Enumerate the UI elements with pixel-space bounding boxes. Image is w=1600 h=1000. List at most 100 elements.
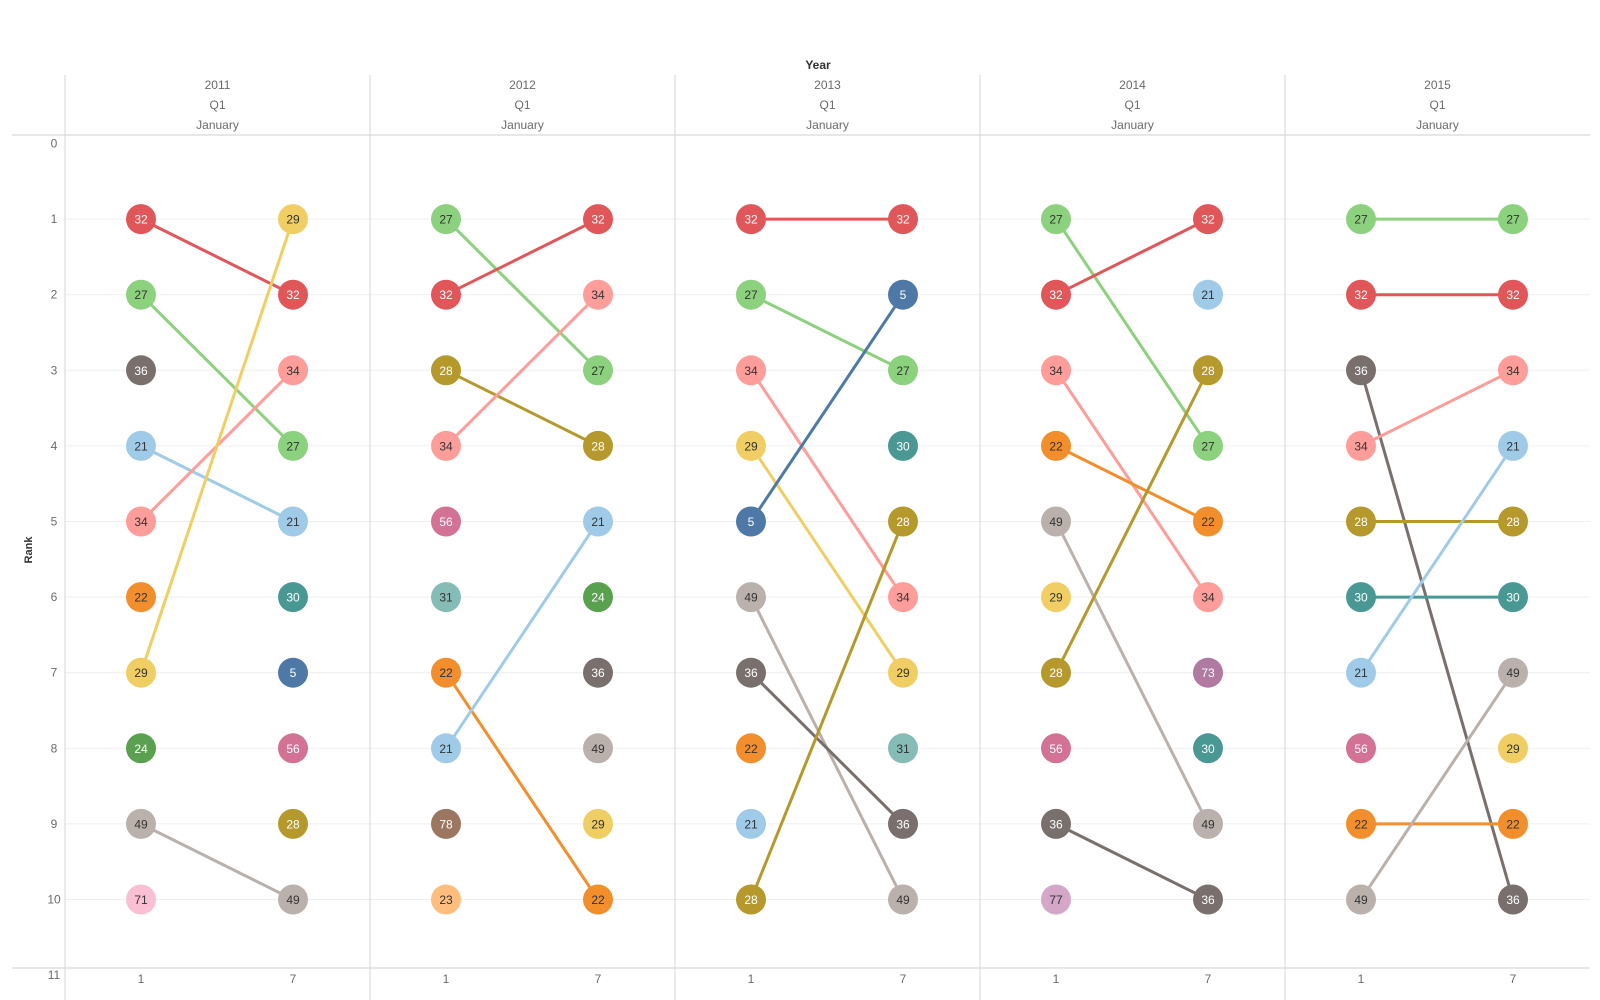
rank-bubble bbox=[1498, 808, 1528, 839]
rank-bubble bbox=[1498, 430, 1528, 461]
bubble-label: 32 bbox=[134, 213, 148, 227]
rank-bubble bbox=[278, 733, 308, 764]
y-axis-title: Rank bbox=[23, 536, 35, 564]
rank-bubble bbox=[736, 506, 766, 537]
rank-bubble bbox=[1193, 657, 1223, 688]
bubble-label: 30 bbox=[286, 591, 300, 605]
bubble-label: 21 bbox=[439, 742, 453, 756]
rank-bubble bbox=[431, 733, 461, 764]
bubble-label: 32 bbox=[286, 288, 300, 302]
rank-bubble bbox=[126, 204, 156, 235]
rank-bubble bbox=[278, 506, 308, 537]
bubble-label: 34 bbox=[1201, 591, 1215, 605]
bubble-label: 49 bbox=[1201, 817, 1215, 831]
bubble-label: 32 bbox=[744, 213, 758, 227]
rank-bubble bbox=[1041, 884, 1071, 915]
bubble-label: 21 bbox=[591, 515, 605, 529]
rank-bubble bbox=[736, 733, 766, 764]
rank-bubble bbox=[278, 355, 308, 386]
bubble-label: 27 bbox=[1506, 213, 1520, 227]
panel-header-quarter: Q1 bbox=[209, 98, 225, 112]
bubble-label: 32 bbox=[1049, 288, 1063, 302]
rank-bubble bbox=[1346, 733, 1376, 764]
rank-bubble bbox=[1193, 506, 1223, 537]
bubble-label: 30 bbox=[896, 439, 910, 453]
series-line-34 bbox=[749, 369, 905, 598]
bubble-label: 27 bbox=[1049, 213, 1063, 227]
panel-header-year: 2011 bbox=[205, 78, 231, 92]
series-line-36 bbox=[749, 671, 905, 825]
bubble-label: 29 bbox=[744, 439, 758, 453]
bubble-label: 56 bbox=[286, 742, 300, 756]
bubble-label: 31 bbox=[439, 591, 453, 605]
rank-bubble bbox=[1193, 808, 1223, 839]
rank-bubble bbox=[1498, 657, 1528, 688]
x-tick-label: 7 bbox=[290, 972, 297, 986]
bubble-label: 22 bbox=[1201, 515, 1215, 529]
x-tick-label: 1 bbox=[748, 972, 755, 986]
bubble-label: 5 bbox=[748, 515, 755, 529]
y-tick-label: 3 bbox=[51, 363, 58, 377]
header-title: Year bbox=[805, 58, 831, 72]
x-tick-label: 1 bbox=[138, 972, 145, 986]
rank-bubble bbox=[431, 808, 461, 839]
rank-bubble bbox=[1498, 582, 1528, 613]
bubble-label: 29 bbox=[134, 666, 148, 680]
bubble-label: 56 bbox=[1049, 742, 1063, 756]
rank-bubble bbox=[1346, 204, 1376, 235]
rank-bubble bbox=[583, 506, 613, 537]
header-layer: Year 2011 Q1 January 1 7 2012 Q1 January 1 7 2013 Q… bbox=[138, 58, 1517, 986]
bubble-label: 22 bbox=[1049, 439, 1063, 453]
series-line-32 bbox=[1055, 217, 1209, 297]
panel-header-month: January bbox=[1111, 118, 1154, 132]
series-line-49 bbox=[1054, 520, 1210, 825]
rank-bubble bbox=[583, 733, 613, 764]
rank-bubble bbox=[1346, 279, 1376, 310]
bubble-label: 49 bbox=[744, 591, 758, 605]
x-tick-label: 7 bbox=[1510, 972, 1517, 986]
rank-bubble bbox=[278, 430, 308, 461]
panel-header-quarter: Q1 bbox=[819, 98, 835, 112]
rank-bubble bbox=[1041, 355, 1071, 386]
rank-bubble bbox=[888, 355, 918, 386]
bubble-label: 31 bbox=[896, 742, 910, 756]
bubble-label: 32 bbox=[591, 213, 605, 227]
bubble-label: 36 bbox=[1049, 817, 1063, 831]
panel-header-quarter: Q1 bbox=[1429, 98, 1445, 112]
rank-bubble bbox=[1041, 430, 1071, 461]
panel-header-month: January bbox=[806, 118, 849, 132]
bubble-label: 32 bbox=[439, 288, 453, 302]
y-tick-label: 9 bbox=[51, 817, 58, 831]
panel-header-year: 2012 bbox=[509, 78, 536, 92]
frame-layer bbox=[12, 75, 1590, 1000]
rank-bubble bbox=[1193, 204, 1223, 235]
rank-bubble bbox=[1041, 582, 1071, 613]
x-tick-label: 1 bbox=[1053, 972, 1060, 986]
y-tick-label: 4 bbox=[51, 439, 58, 453]
bubble-label: 28 bbox=[1506, 515, 1520, 529]
rank-bubble bbox=[888, 657, 918, 688]
grid-layer bbox=[65, 218, 1590, 900]
bubble-label: 27 bbox=[134, 288, 148, 302]
bubble-label: 34 bbox=[1506, 364, 1520, 378]
series-line-27 bbox=[139, 293, 295, 447]
panel-header-quarter: Q1 bbox=[514, 98, 530, 112]
bubble-label: 32 bbox=[896, 213, 910, 227]
rank-bubble bbox=[1041, 657, 1071, 688]
bubble-label: 36 bbox=[591, 666, 605, 680]
series-line-36 bbox=[1359, 369, 1515, 900]
rank-bubble bbox=[736, 884, 766, 915]
bubbles-layer: 32 27 36 21 34 22 29 24 49 71 29 32 34 27 21 30 5 56 28 49 2… bbox=[126, 204, 1528, 915]
rank-bubble bbox=[431, 279, 461, 310]
rank-bubble bbox=[1193, 733, 1223, 764]
rank-bubble bbox=[1041, 733, 1071, 764]
bubble-label: 49 bbox=[286, 893, 300, 907]
bubble-label: 24 bbox=[134, 742, 148, 756]
bubble-label: 28 bbox=[1049, 666, 1063, 680]
rank-bubble bbox=[583, 884, 613, 915]
series-line-49 bbox=[140, 822, 294, 901]
rank-bubble bbox=[1041, 279, 1071, 310]
series-line-29 bbox=[139, 218, 295, 674]
rank-bubble bbox=[126, 808, 156, 839]
